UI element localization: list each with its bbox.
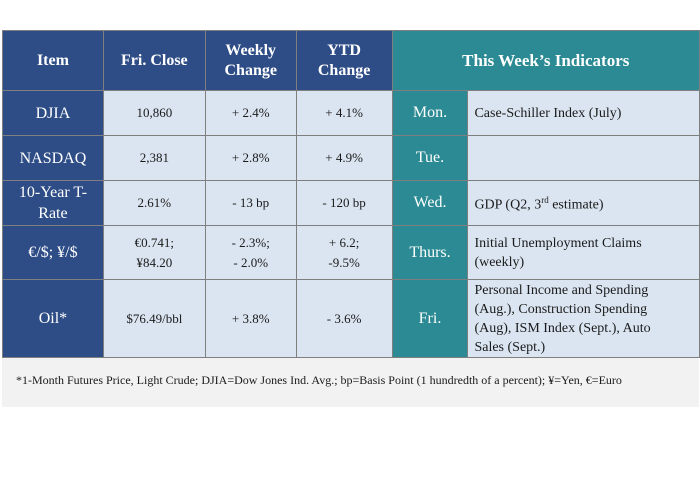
- row-close: 2.61%: [102, 180, 206, 226]
- row-indicator: GDP (Q2, 3rd estimate): [467, 180, 700, 226]
- row-indicator: [467, 135, 700, 181]
- indicator-text-end: estimate): [548, 197, 604, 213]
- table-row: 10-Year T- Rate 2.61% - 13 bp - 120 bp W…: [2, 180, 700, 226]
- table-row: DJIA 10,860 + 2.4% + 4.1% Mon. Case-Schi…: [2, 90, 700, 136]
- row-indicator: Case-Schiller Index (July): [467, 90, 700, 136]
- row-indicator-line4: Sales (Sept.): [474, 339, 546, 355]
- table-row: €/$; ¥/$ €0.741; ¥84.20 - 2.3%; - 2.0% +…: [2, 225, 700, 280]
- row-day: Mon.: [391, 90, 469, 136]
- footnote: *1-Month Futures Price, Light Crude; DJI…: [16, 373, 622, 387]
- header-row: Item Fri. Close Weekly Change YTD Change…: [2, 30, 700, 91]
- row-indicator-line1: Personal Income and Spending: [474, 282, 649, 298]
- row-day: Wed.: [391, 180, 469, 226]
- header-ytd-line2: Change: [317, 61, 371, 79]
- indicator-superscript: rd: [541, 195, 549, 206]
- row-close: €0.741; ¥84.20: [102, 225, 206, 280]
- row-ytd: + 4.1%: [295, 90, 393, 136]
- row-close: 2,381: [102, 135, 206, 181]
- row-indicator-line1: Initial Unemployment Claims: [474, 235, 642, 251]
- row-indicator-line3: (Aug), ISM Index (Sept.), Auto: [474, 320, 651, 336]
- row-close: 10,860: [102, 90, 206, 136]
- header-indicators: This Week’s Indicators: [391, 30, 700, 91]
- row-close: $76.49/bbl: [102, 279, 206, 358]
- row-item: DJIA: [2, 90, 104, 136]
- row-ytd: + 4.9%: [295, 135, 393, 181]
- row-ytd: - 120 bp: [295, 180, 393, 226]
- row-weekly: - 2.3%; - 2.0%: [204, 225, 297, 280]
- row-item-line2: Rate: [38, 205, 68, 222]
- row-indicator-line2: (weekly): [474, 254, 525, 270]
- table-row: Oil* $76.49/bbl + 3.8% - 3.6% Fri. Perso…: [2, 279, 700, 358]
- header-ytd-line1: YTD: [327, 41, 361, 59]
- row-item: NASDAQ: [2, 135, 104, 181]
- row-weekly: + 3.8%: [204, 279, 297, 358]
- row-ytd: + 6.2; -9.5%: [295, 225, 393, 280]
- row-indicator: Personal Income and Spending (Aug.), Con…: [467, 279, 700, 358]
- header-fri-close: Fri. Close: [102, 30, 206, 91]
- header-weekly-line2: Change: [224, 61, 277, 79]
- header-item: Item: [2, 30, 104, 91]
- header-weekly-change: Weekly Change: [204, 30, 297, 91]
- row-close-line2: ¥84.20: [136, 254, 173, 270]
- row-weekly: + 2.4%: [204, 90, 297, 136]
- row-weekly: + 2.8%: [204, 135, 297, 181]
- header-weekly-line1: Weekly: [225, 41, 277, 59]
- row-ytd-line1: + 6.2;: [328, 234, 360, 250]
- row-indicator: Initial Unemployment Claims (weekly): [467, 225, 700, 280]
- header-ytd-change: YTD Change: [295, 30, 393, 91]
- row-day: Tue.: [391, 135, 469, 181]
- row-weekly: - 13 bp: [204, 180, 297, 226]
- row-item: €/$; ¥/$: [2, 225, 104, 280]
- row-item: Oil*: [2, 279, 104, 358]
- row-day: Thurs.: [391, 225, 469, 280]
- row-weekly-line2: - 2.0%: [233, 254, 269, 270]
- table-row: NASDAQ 2,381 + 2.8% + 4.9% Tue.: [2, 135, 700, 181]
- row-indicator-line2: (Aug.), Construction Spending: [474, 301, 648, 317]
- market-table: Item Fri. Close Weekly Change YTD Change…: [2, 30, 700, 358]
- row-item-line1: 10-Year T-: [18, 184, 88, 201]
- row-weekly-line1: - 2.3%;: [231, 234, 270, 250]
- indicator-text: GDP (Q2, 3: [474, 197, 542, 213]
- row-item: 10-Year T- Rate: [2, 180, 104, 226]
- row-ytd: - 3.6%: [295, 279, 393, 358]
- row-ytd-line2: -9.5%: [328, 254, 360, 270]
- row-day: Fri.: [391, 279, 469, 358]
- row-close-line1: €0.741;: [134, 234, 175, 250]
